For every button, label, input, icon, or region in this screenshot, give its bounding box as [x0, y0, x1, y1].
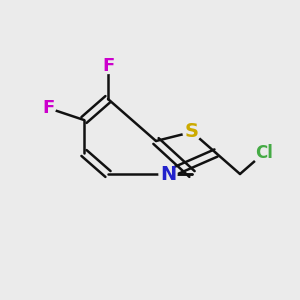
Circle shape	[100, 58, 116, 74]
Text: Cl: Cl	[255, 144, 273, 162]
Text: F: F	[42, 99, 54, 117]
Text: F: F	[102, 57, 114, 75]
Circle shape	[253, 142, 275, 164]
Circle shape	[40, 100, 56, 116]
Text: N: N	[160, 164, 176, 184]
Circle shape	[183, 123, 201, 141]
Text: S: S	[185, 122, 199, 142]
Circle shape	[159, 165, 177, 183]
